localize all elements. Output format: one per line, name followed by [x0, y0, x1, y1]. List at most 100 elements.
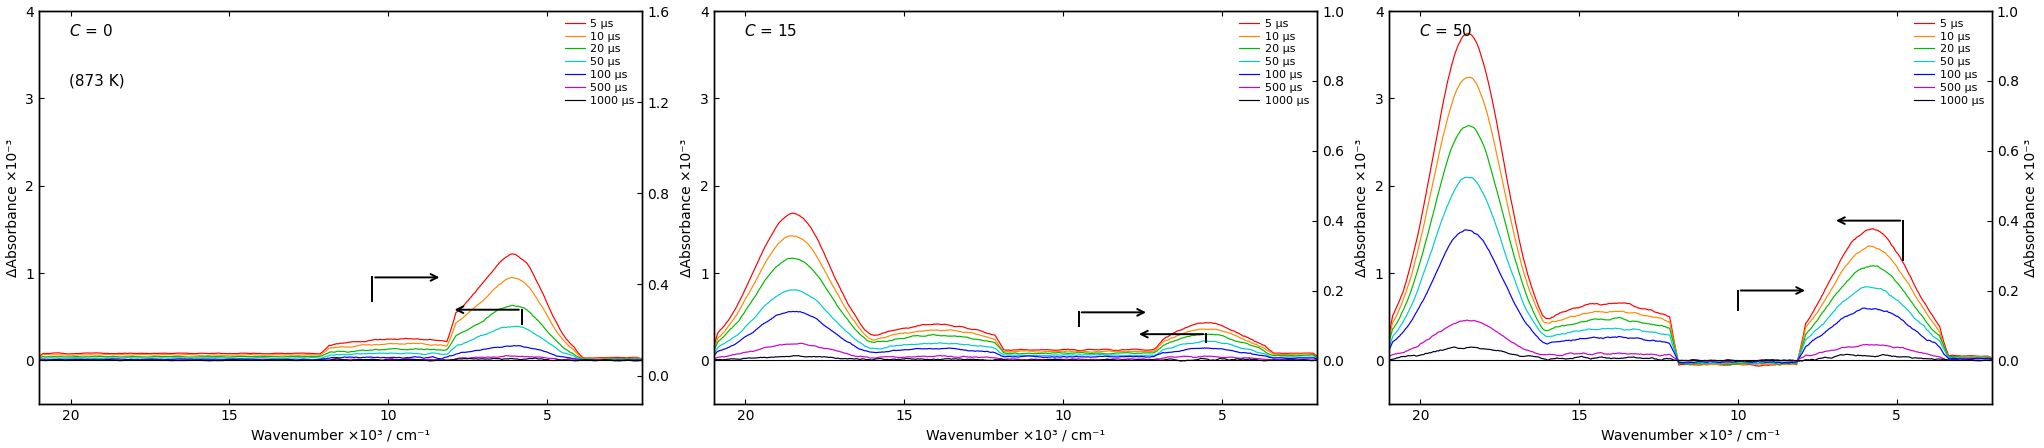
X-axis label: Wavenumber ×10³ / cm⁻¹: Wavenumber ×10³ / cm⁻¹: [1600, 428, 1780, 443]
500 μs: [1733, 358, 1758, 364]
20 μs: [809, 278, 834, 284]
Y-axis label: ΔAbsorbance ×10⁻³: ΔAbsorbance ×10⁻³: [1355, 138, 1369, 277]
1000 μs: [523, 355, 548, 361]
100 μs: [781, 309, 805, 314]
20 μs: [701, 349, 726, 354]
10 μs: [1457, 75, 1482, 80]
500 μs: [1304, 357, 1329, 362]
1000 μs: [1169, 358, 1194, 364]
Text: $C$ = 0: $C$ = 0: [69, 23, 112, 39]
10 μs: [1833, 264, 1858, 270]
50 μs: [480, 329, 505, 334]
100 μs: [1780, 360, 1805, 365]
Line: 500 μs: 500 μs: [1388, 320, 1993, 362]
1000 μs: [1441, 345, 1466, 350]
5 μs: [300, 351, 325, 356]
1000 μs: [1059, 357, 1083, 362]
500 μs: [1833, 345, 1858, 350]
5 μs: [1059, 347, 1083, 353]
500 μs: [1455, 317, 1480, 323]
50 μs: [1059, 352, 1083, 358]
20 μs: [975, 339, 1000, 344]
5 μs: [1484, 118, 1508, 123]
Y-axis label: ΔAbsorbance ×10⁻³: ΔAbsorbance ×10⁻³: [2024, 138, 2038, 277]
5 μs: [1733, 362, 1758, 367]
100 μs: [609, 358, 634, 363]
100 μs: [133, 357, 157, 362]
10 μs: [1106, 349, 1130, 354]
500 μs: [382, 357, 407, 362]
5 μs: [1533, 314, 1558, 320]
5 μs: [1455, 30, 1480, 36]
10 μs: [1981, 356, 2005, 361]
100 μs: [480, 345, 505, 350]
50 μs: [1484, 224, 1508, 229]
100 μs: [1453, 227, 1478, 233]
500 μs: [809, 345, 834, 350]
5 μs: [1376, 336, 1400, 341]
500 μs: [182, 357, 206, 362]
100 μs: [858, 349, 883, 355]
10 μs: [429, 342, 454, 348]
1000 μs: [1650, 357, 1674, 362]
Line: 500 μs: 500 μs: [713, 343, 1316, 360]
1000 μs: [382, 357, 407, 362]
20 μs: [1833, 281, 1858, 287]
100 μs: [1106, 354, 1130, 360]
Line: 10 μs: 10 μs: [1388, 78, 1993, 365]
5 μs: [1106, 348, 1130, 353]
100 μs: [503, 343, 527, 348]
20 μs: [781, 255, 805, 261]
10 μs: [630, 357, 654, 362]
50 μs: [630, 357, 654, 362]
20 μs: [1059, 350, 1083, 356]
100 μs: [975, 349, 1000, 354]
500 μs: [1650, 353, 1674, 358]
500 μs: [630, 358, 654, 363]
50 μs: [975, 344, 1000, 349]
20 μs: [1106, 350, 1130, 356]
X-axis label: Wavenumber ×10³ / cm⁻¹: Wavenumber ×10³ / cm⁻¹: [251, 428, 429, 443]
20 μs: [182, 354, 206, 360]
Line: 20 μs: 20 μs: [1388, 125, 1993, 365]
500 μs: [975, 354, 1000, 360]
Y-axis label: ΔAbsorbance ×10⁻³: ΔAbsorbance ×10⁻³: [681, 138, 695, 277]
1000 μs: [1780, 358, 1805, 363]
5 μs: [133, 351, 157, 356]
5 μs: [1650, 311, 1674, 317]
500 μs: [497, 353, 521, 358]
100 μs: [1376, 349, 1400, 354]
500 μs: [480, 354, 505, 360]
5 μs: [182, 351, 206, 356]
Line: 100 μs: 100 μs: [713, 311, 1316, 359]
500 μs: [858, 355, 883, 361]
100 μs: [1304, 356, 1329, 362]
10 μs: [1484, 150, 1508, 155]
Line: 20 μs: 20 μs: [39, 305, 642, 360]
1000 μs: [1157, 356, 1181, 362]
Line: 20 μs: 20 μs: [713, 258, 1316, 358]
10 μs: [975, 335, 1000, 340]
5 μs: [1780, 362, 1805, 367]
50 μs: [133, 355, 157, 361]
20 μs: [1304, 355, 1329, 360]
5 μs: [480, 267, 505, 273]
20 μs: [1484, 186, 1508, 191]
5 μs: [781, 211, 805, 216]
50 μs: [27, 357, 51, 362]
50 μs: [1780, 360, 1805, 366]
5 μs: [1833, 250, 1858, 255]
5 μs: [382, 336, 407, 341]
Line: 5 μs: 5 μs: [1388, 33, 1993, 366]
Line: 10 μs: 10 μs: [713, 236, 1316, 357]
500 μs: [789, 340, 814, 346]
Line: 50 μs: 50 μs: [1388, 177, 1993, 364]
50 μs: [503, 323, 527, 329]
5 μs: [701, 344, 726, 349]
1000 μs: [1735, 359, 1760, 364]
1000 μs: [858, 357, 883, 362]
100 μs: [630, 358, 654, 363]
1000 μs: [1981, 358, 2005, 363]
X-axis label: Wavenumber ×10³ / cm⁻¹: Wavenumber ×10³ / cm⁻¹: [926, 428, 1106, 443]
20 μs: [133, 354, 157, 360]
